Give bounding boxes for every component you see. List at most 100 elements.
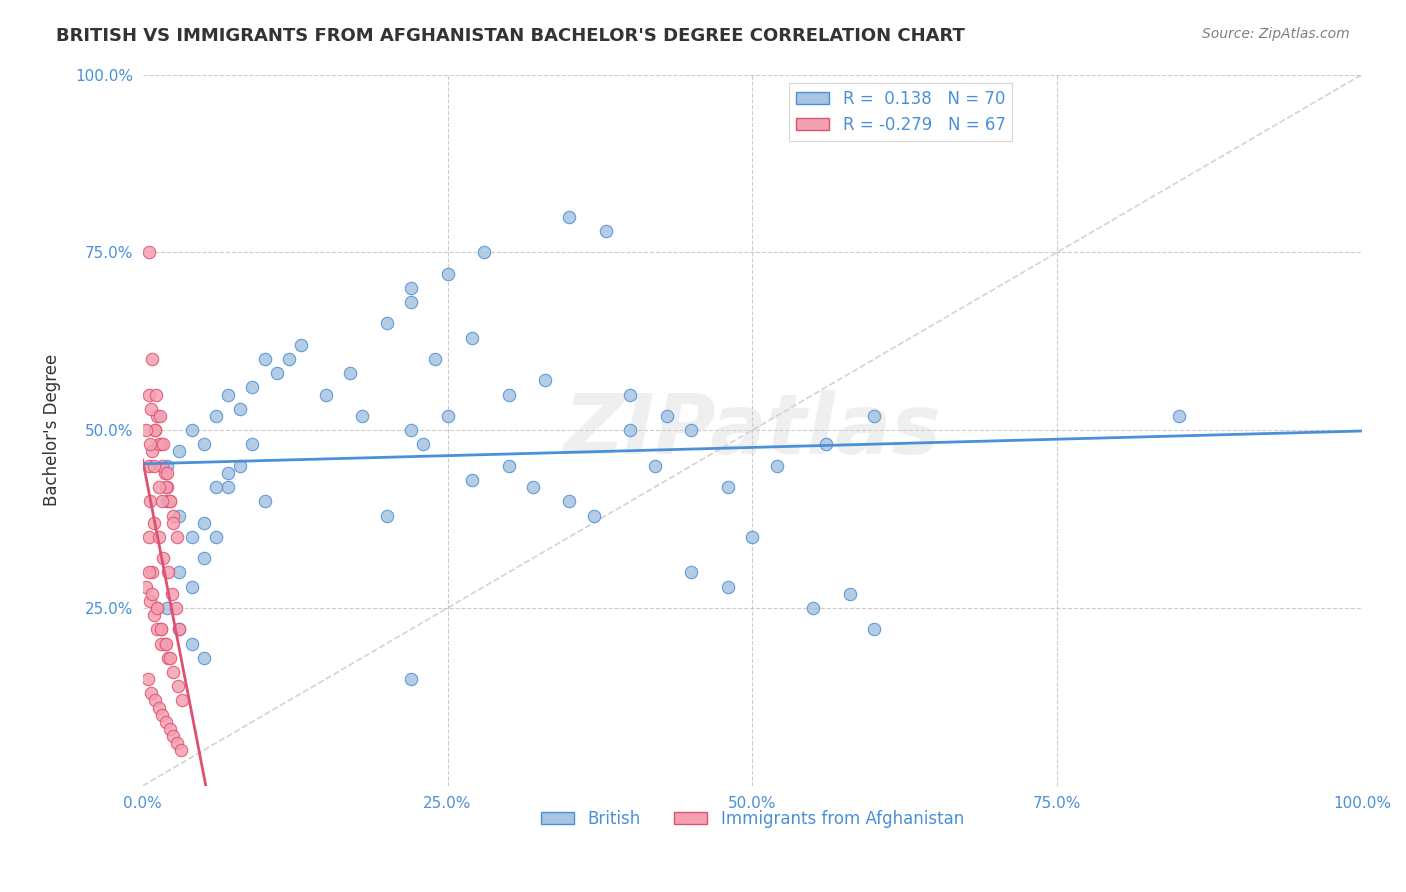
Point bbox=[156, 466, 179, 480]
Point bbox=[655, 409, 678, 423]
Point bbox=[143, 693, 166, 707]
Point bbox=[180, 636, 202, 650]
Point bbox=[150, 707, 173, 722]
Point bbox=[229, 458, 252, 473]
Point bbox=[717, 580, 740, 594]
Point bbox=[146, 601, 169, 615]
Point bbox=[139, 594, 162, 608]
Point bbox=[814, 437, 837, 451]
Point bbox=[534, 373, 557, 387]
Point bbox=[156, 601, 179, 615]
Point bbox=[159, 494, 181, 508]
Point bbox=[143, 423, 166, 437]
Point bbox=[266, 366, 288, 380]
Point bbox=[522, 480, 544, 494]
Point bbox=[141, 566, 163, 580]
Point bbox=[169, 508, 191, 523]
Point bbox=[148, 437, 170, 451]
Point bbox=[159, 650, 181, 665]
Point bbox=[159, 494, 181, 508]
Point bbox=[153, 466, 176, 480]
Point bbox=[143, 423, 166, 437]
Point bbox=[148, 530, 170, 544]
Point bbox=[180, 530, 202, 544]
Point bbox=[162, 516, 184, 530]
Point bbox=[558, 494, 581, 508]
Point bbox=[156, 480, 179, 494]
Point bbox=[141, 587, 163, 601]
Point bbox=[498, 458, 520, 473]
Text: BRITISH VS IMMIGRANTS FROM AFGHANISTAN BACHELOR'S DEGREE CORRELATION CHART: BRITISH VS IMMIGRANTS FROM AFGHANISTAN B… bbox=[56, 27, 965, 45]
Point bbox=[242, 437, 264, 451]
Point bbox=[838, 587, 860, 601]
Point bbox=[141, 444, 163, 458]
Point bbox=[180, 423, 202, 437]
Point bbox=[801, 601, 824, 615]
Point bbox=[169, 566, 191, 580]
Point bbox=[150, 494, 173, 508]
Point bbox=[217, 466, 239, 480]
Point bbox=[681, 423, 703, 437]
Point bbox=[425, 351, 447, 366]
Point bbox=[146, 601, 169, 615]
Point bbox=[167, 679, 190, 693]
Point bbox=[138, 458, 160, 473]
Point bbox=[1168, 409, 1191, 423]
Point bbox=[765, 458, 787, 473]
Point bbox=[193, 650, 215, 665]
Point bbox=[156, 458, 179, 473]
Point bbox=[205, 530, 228, 544]
Point bbox=[205, 480, 228, 494]
Point bbox=[135, 580, 157, 594]
Point bbox=[595, 224, 617, 238]
Point bbox=[863, 409, 886, 423]
Point bbox=[138, 530, 160, 544]
Point bbox=[253, 494, 276, 508]
Point bbox=[153, 636, 176, 650]
Point bbox=[136, 672, 159, 686]
Point bbox=[150, 437, 173, 451]
Point bbox=[253, 351, 276, 366]
Point bbox=[217, 387, 239, 401]
Point bbox=[315, 387, 337, 401]
Point bbox=[205, 409, 228, 423]
Point bbox=[155, 636, 177, 650]
Point bbox=[242, 380, 264, 394]
Point bbox=[142, 458, 165, 473]
Point bbox=[138, 566, 160, 580]
Point bbox=[152, 551, 174, 566]
Point bbox=[141, 351, 163, 366]
Point bbox=[166, 736, 188, 750]
Point bbox=[139, 494, 162, 508]
Point bbox=[139, 437, 162, 451]
Point bbox=[229, 401, 252, 416]
Point bbox=[558, 210, 581, 224]
Point bbox=[717, 480, 740, 494]
Point bbox=[436, 267, 458, 281]
Point bbox=[141, 686, 163, 700]
Point bbox=[157, 650, 180, 665]
Point bbox=[141, 401, 163, 416]
Point bbox=[681, 566, 703, 580]
Point bbox=[162, 508, 184, 523]
Point bbox=[193, 437, 215, 451]
Point bbox=[399, 423, 422, 437]
Point bbox=[863, 623, 886, 637]
Point bbox=[157, 566, 180, 580]
Point bbox=[461, 331, 484, 345]
Point bbox=[169, 444, 191, 458]
Point bbox=[150, 623, 173, 637]
Point bbox=[217, 480, 239, 494]
Point bbox=[169, 623, 191, 637]
Point bbox=[142, 608, 165, 623]
Point bbox=[169, 743, 191, 757]
Point bbox=[644, 458, 666, 473]
Point bbox=[162, 665, 184, 679]
Point bbox=[461, 473, 484, 487]
Point bbox=[193, 516, 215, 530]
Point bbox=[399, 281, 422, 295]
Point bbox=[148, 480, 170, 494]
Point bbox=[339, 366, 361, 380]
Point bbox=[150, 636, 173, 650]
Point bbox=[146, 623, 169, 637]
